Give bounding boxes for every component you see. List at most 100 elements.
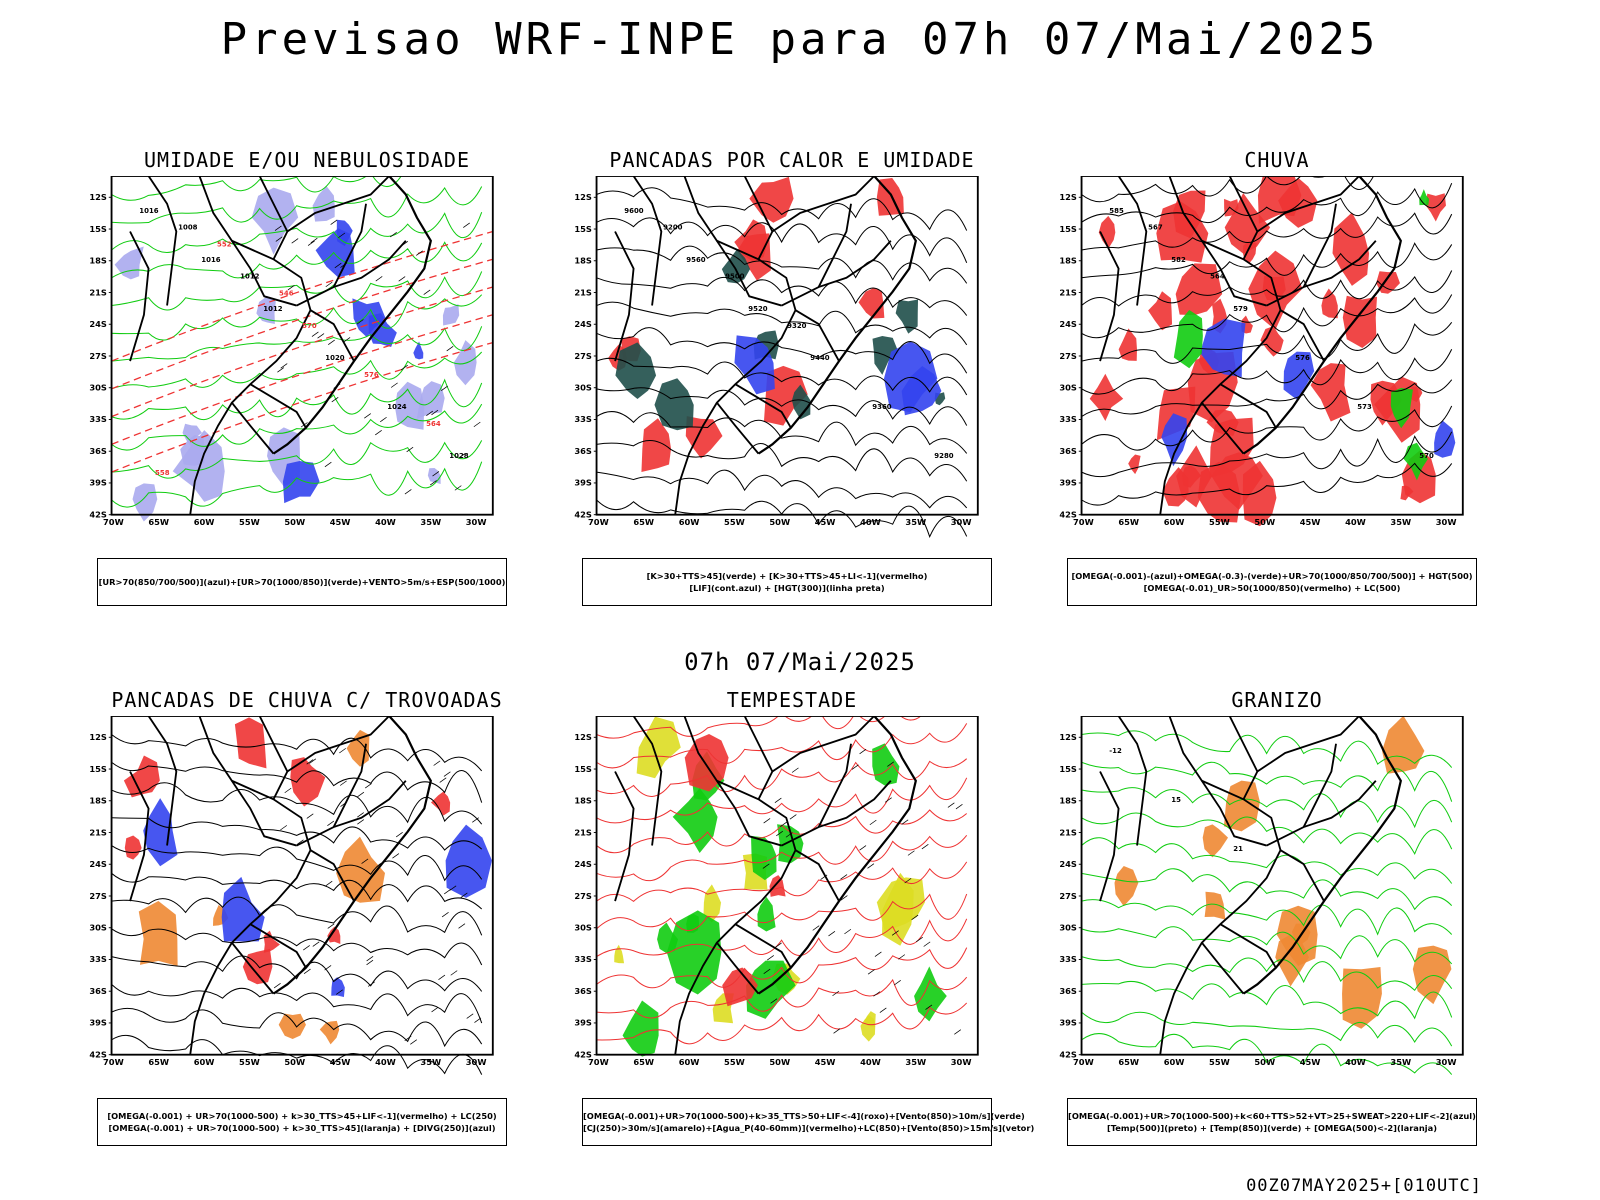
lat-tick-label: 18S [89, 256, 107, 266]
lat-tick-label: 18S [1059, 256, 1077, 266]
contour-label: 1008 [178, 224, 197, 232]
lat-tick-label: 15S [574, 764, 592, 774]
legend-line: [OMEGA(-0.001) + UR>70(1000-500) + k>30_… [108, 1123, 496, 1133]
lon-tick-label: 35W [905, 1057, 926, 1067]
panel-title: UMIDADE E/OU NEBULOSIDADE [143, 148, 471, 172]
legend-box: [K>30+TTS>45](verde) + [K>30+TTS>45+LI<-… [582, 558, 992, 606]
lon-tick-label: 40W [860, 1057, 881, 1067]
lat-tick-label: 36S [1059, 446, 1077, 456]
contour-label: 1012 [263, 305, 282, 313]
lat-tick-label: 12S [89, 732, 107, 742]
panel-title: CHUVA [1244, 148, 1310, 172]
lon-tick-label: 45W [1300, 517, 1321, 527]
lat-tick-label: 36S [574, 446, 592, 456]
legend-box: [OMEGA(-0.001)-(azul)+OMEGA(-0.3)-(verde… [1067, 558, 1477, 606]
lon-tick-label: 70W [588, 517, 609, 527]
lat-tick-label: 15S [89, 764, 107, 774]
lat-tick-label: 12S [1059, 732, 1077, 742]
panel-chuva: CHUVA 585 582 579 576 573 570 567 564 12S 15S 18S 2… [1037, 148, 1537, 628]
contour-label: 1016 [201, 256, 220, 264]
lat-tick-label: 21S [574, 827, 592, 837]
lon-tick-label: 45W [330, 517, 351, 527]
lon-tick-label: 30W [1436, 1057, 1457, 1067]
contour-label: 9560 [686, 256, 705, 264]
contour-label: 9280 [934, 452, 953, 460]
lon-tick-label: 50W [1254, 517, 1275, 527]
map-svg: -12 15 21 12S 15S 18S 21S 24S 27S 30S 33S 36S 39S 42S… [1059, 715, 1464, 1075]
lon-tick-label: 55W [724, 517, 745, 527]
legend-box: [UR>70(850/700/500)](azul)+[UR>70(1000/8… [97, 558, 507, 606]
lon-tick-label: 55W [1209, 1057, 1230, 1067]
lat-tick-label: 27S [574, 351, 592, 361]
lon-tick-label: 60W [679, 1057, 700, 1067]
lon-tick-label: 65W [633, 1057, 654, 1067]
contour-label: -12 [1109, 747, 1122, 755]
lon-tick-label: 35W [420, 517, 441, 527]
legend-box: [OMEGA(-0.001)+UR>70(1000-500)+k<60+TTS>… [1067, 1098, 1477, 1146]
legend-line: [OMEGA(-0.001)+UR>70(1000-500)+k<60+TTS>… [1068, 1111, 1476, 1121]
contour-label: 582 [1171, 256, 1186, 264]
contour-label: 576 [364, 371, 379, 379]
lon-tick-label: 40W [375, 517, 396, 527]
lat-tick-label: 27S [1059, 891, 1077, 901]
map-svg: 9600 9560 9520 9440 9360 9280 9200 9500 9320 12S 1… [574, 175, 979, 539]
lon-tick-label: 65W [148, 517, 169, 527]
contour-label: 1028 [449, 452, 468, 460]
lat-tick-label: 39S [89, 1018, 107, 1028]
lat-tick-label: 12S [89, 192, 107, 202]
panel-title: TEMPESTADE [726, 688, 858, 712]
lat-tick-label: 21S [1059, 827, 1077, 837]
lat-tick-label: 27S [89, 351, 107, 361]
panel-pancadas-calor: PANCADAS POR CALOR E UMIDADE 9600 9560 952… [552, 148, 1052, 628]
lat-tick-label: 18S [89, 796, 107, 806]
lat-tick-label: 33S [89, 414, 107, 424]
lon-tick-label: 50W [769, 517, 790, 527]
lon-tick-label: 65W [633, 517, 654, 527]
lat-tick-label: 21S [89, 827, 107, 837]
panel-title: PANCADAS DE CHUVA C/ TROVOADAS [111, 688, 503, 712]
lon-tick-label: 50W [284, 517, 305, 527]
legend-line: [UR>70(850/700/500)](azul)+[UR>70(1000/8… [98, 577, 506, 587]
contour-label: 9360 [872, 403, 891, 411]
lat-tick-label: 21S [574, 287, 592, 297]
lat-tick-label: 24S [574, 859, 592, 869]
lat-tick-label: 30S [89, 923, 107, 933]
lon-tick-label: 65W [148, 1057, 169, 1067]
lon-tick-label: 45W [815, 517, 836, 527]
lat-tick-label: 27S [1059, 351, 1077, 361]
map-chuva: 585 582 579 576 573 570 567 564 12S 15S 18S 21S 24S 2… [1037, 159, 1487, 552]
lat-tick-label: 30S [1059, 923, 1077, 933]
lat-tick-label: 24S [1059, 859, 1077, 869]
lon-tick-label: 40W [1345, 517, 1366, 527]
legend-line: [K>30+TTS>45](verde) + [K>30+TTS>45+LI<-… [646, 571, 928, 581]
contour-label: 570 [302, 322, 317, 330]
contour-label: 21 [1233, 845, 1243, 853]
lat-tick-label: 42S [89, 1049, 107, 1059]
panel-trovoadas: PANCADAS DE CHUVA C/ TROVOADAS 12S 15S 18S… [67, 688, 567, 1168]
main-title: Previsao WRF-INPE para 07h 07/Mai/2025 [220, 14, 1380, 65]
lat-tick-label: 33S [89, 954, 107, 964]
panel-umidade: UMIDADE E/OU NEBULOSIDADE 1016 1016 1012 10… [67, 148, 567, 628]
legend-line: [OMEGA(-0.001) + UR>70(1000-500) + k>30_… [107, 1111, 497, 1121]
lat-tick-label: 33S [1059, 414, 1077, 424]
lon-tick-label: 50W [769, 1057, 790, 1067]
contour-label: 567 [1148, 224, 1163, 232]
lat-tick-label: 18S [574, 256, 592, 266]
contour-label: 9500 [725, 273, 744, 281]
contour-label: 576 [1295, 354, 1310, 362]
contour-label: 564 [426, 420, 441, 428]
map-tempestade: 12S 15S 18S 21S 24S 27S 30S 33S 36S 39S 42S 70W 65W 6… [552, 701, 1002, 1092]
panel-title: PANCADAS POR CALOR E UMIDADE [609, 148, 975, 172]
lat-tick-label: 42S [1059, 509, 1077, 519]
lon-tick-label: 60W [194, 1057, 215, 1067]
lat-tick-label: 36S [574, 986, 592, 996]
lon-tick-label: 35W [905, 517, 926, 527]
lat-tick-label: 24S [574, 319, 592, 329]
lon-tick-label: 70W [588, 1057, 609, 1067]
lon-tick-label: 50W [1254, 1057, 1275, 1067]
lat-tick-label: 15S [89, 224, 107, 234]
lat-tick-label: 18S [1059, 796, 1077, 806]
map-granizo: -12 15 21 12S 15S 18S 21S 24S 27S 30S 33S 36S 39S 42S… [1037, 715, 1487, 1092]
lat-tick-label: 27S [89, 891, 107, 901]
